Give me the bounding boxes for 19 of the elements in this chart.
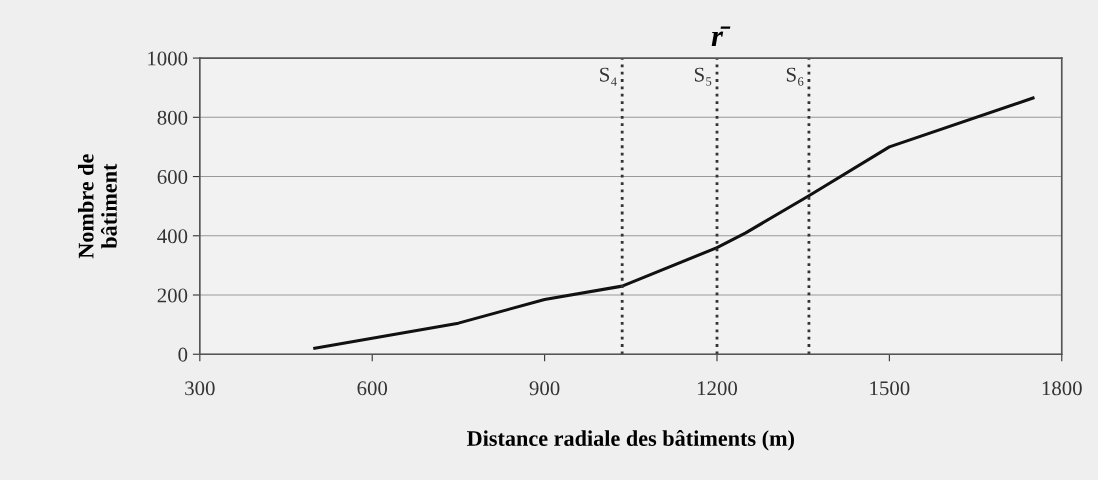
x-tick-label: 600 [357,381,388,396]
ref-line-label: S₄ [600,67,617,86]
y-tick-label: 1000 [148,51,188,66]
x-axis-title: Distance radiale des bâtiments (m) [467,430,794,451]
y-axis-title: Nombre de bâtiment [77,154,117,259]
y-tick-label: 200 [157,288,188,303]
x-tick-label: 900 [529,381,560,396]
ref-line-label: S₅ [694,67,712,86]
y-tick-label: 400 [157,229,188,244]
x-tick-label: 1800 [1042,381,1082,396]
annotation: r̄ [711,26,731,47]
y-tick-label: 0 [178,347,188,362]
x-tick-label: 1500 [870,381,910,396]
y-tick-label: 600 [157,169,188,184]
y-tick-label: 800 [157,110,188,125]
x-tick-label: 1200 [697,381,738,396]
ref-line-label: S₆ [786,67,804,86]
line-series [313,96,1035,350]
x-tick-label: 300 [185,381,215,396]
